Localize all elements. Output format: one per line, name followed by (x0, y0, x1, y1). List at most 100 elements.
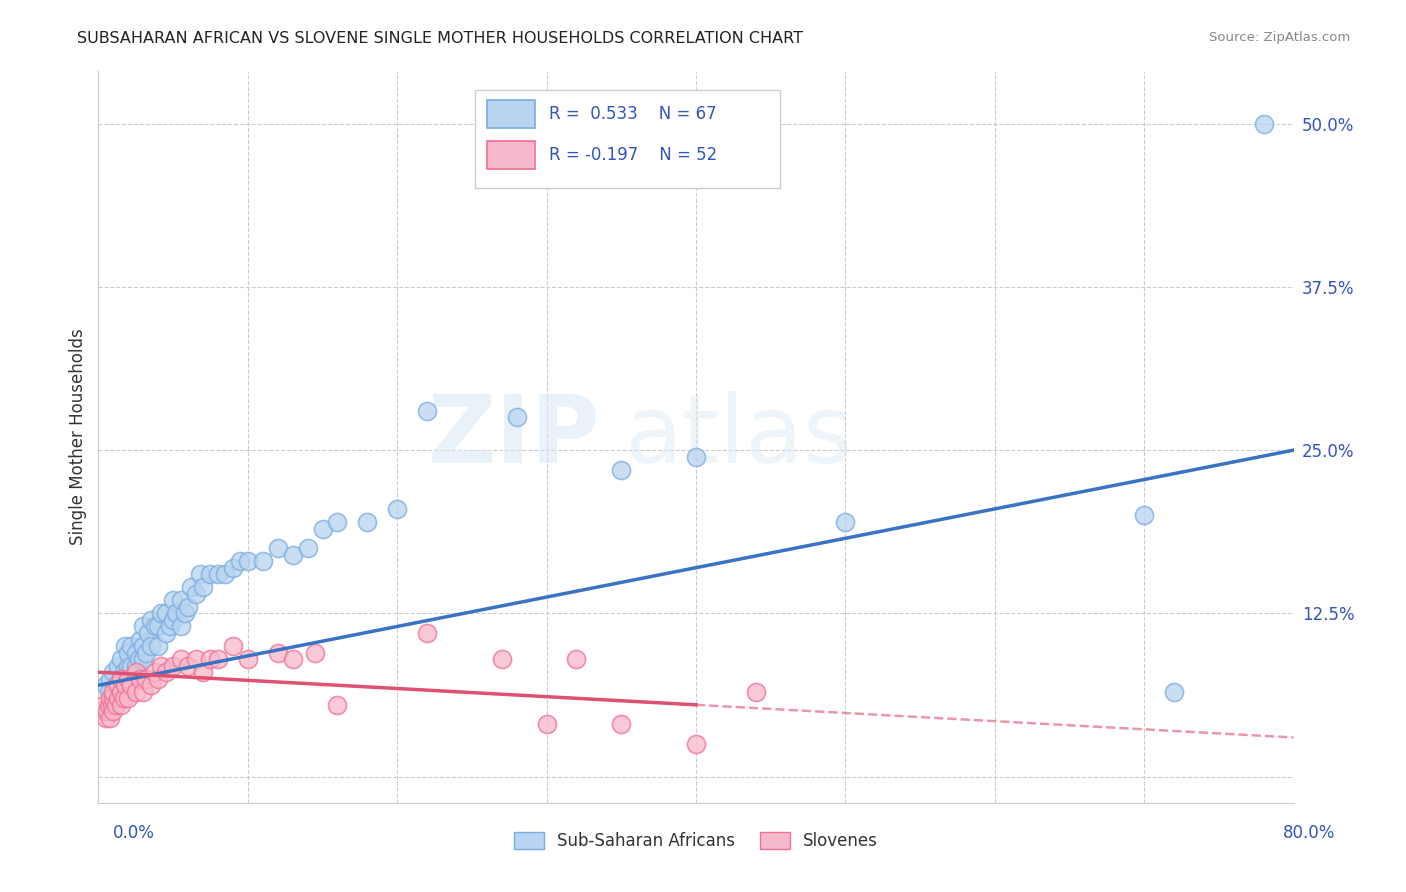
Point (132, 639, 155, 653)
Point (281, 652, 304, 666)
Point (267, 541, 290, 555)
Point (112, 691, 135, 706)
Point (125, 658, 148, 673)
Point (162, 593, 184, 607)
Point (110, 672, 132, 686)
FancyBboxPatch shape (475, 90, 780, 188)
Point (1163, 685, 1185, 699)
Point (155, 607, 177, 621)
Point (169, 619, 191, 633)
Text: R = -0.197    N = 52: R = -0.197 N = 52 (548, 146, 717, 164)
Text: 0.0%: 0.0% (112, 824, 155, 842)
Point (155, 626, 177, 640)
Point (125, 665, 148, 680)
Point (162, 613, 184, 627)
Point (834, 515, 856, 529)
Point (148, 672, 170, 686)
Point (162, 658, 184, 673)
Point (155, 665, 177, 680)
Text: R =  0.533    N = 67: R = 0.533 N = 67 (548, 104, 717, 123)
Point (416, 626, 439, 640)
Point (610, 463, 633, 477)
Point (416, 404, 439, 418)
Point (120, 639, 142, 653)
Point (103, 665, 125, 680)
Point (200, 567, 222, 582)
Point (103, 691, 125, 706)
Point (139, 613, 162, 627)
Point (150, 658, 173, 673)
Point (98, 691, 122, 706)
Point (97, 698, 120, 712)
Point (120, 678, 142, 692)
Point (107, 691, 129, 706)
Point (685, 737, 707, 751)
Point (685, 450, 707, 464)
Point (98, 672, 122, 686)
Point (491, 652, 513, 666)
Point (97, 685, 120, 699)
Point (101, 698, 124, 712)
Point (112, 665, 135, 680)
Point (143, 665, 166, 680)
Point (252, 554, 274, 568)
Point (105, 678, 128, 692)
Text: atlas: atlas (624, 391, 852, 483)
Point (150, 607, 173, 621)
Point (114, 639, 136, 653)
Point (222, 639, 245, 653)
FancyBboxPatch shape (486, 141, 534, 169)
Point (222, 560, 245, 574)
Point (110, 652, 132, 666)
Point (103, 685, 125, 699)
Point (135, 646, 157, 660)
Point (125, 685, 148, 699)
Point (297, 541, 319, 555)
Point (148, 619, 170, 633)
Point (311, 521, 333, 535)
Point (229, 554, 252, 568)
Point (94, 711, 117, 725)
Point (188, 567, 211, 582)
Point (214, 567, 236, 582)
Point (191, 665, 214, 680)
Point (103, 705, 125, 719)
Text: ZIP: ZIP (427, 391, 600, 483)
Point (326, 515, 349, 529)
Point (128, 652, 150, 666)
Point (236, 652, 259, 666)
Point (180, 580, 202, 594)
Y-axis label: Single Mother Households: Single Mother Households (69, 329, 87, 545)
Text: Source: ZipAtlas.com: Source: ZipAtlas.com (1209, 31, 1350, 45)
Point (326, 698, 349, 712)
Point (129, 672, 152, 686)
Point (159, 619, 181, 633)
Point (610, 717, 633, 731)
Point (169, 652, 191, 666)
Point (103, 691, 125, 706)
Point (304, 646, 326, 660)
Point (200, 652, 222, 666)
Point (177, 599, 200, 614)
Point (165, 607, 187, 621)
Point (114, 678, 136, 692)
Point (745, 685, 768, 699)
Point (125, 646, 148, 660)
Point (356, 515, 378, 529)
Point (281, 548, 304, 562)
Point (1133, 508, 1156, 523)
Point (143, 619, 166, 633)
Point (207, 652, 229, 666)
Point (385, 502, 409, 516)
Point (506, 410, 529, 425)
Point (105, 698, 128, 712)
Point (96, 705, 118, 719)
Point (132, 685, 155, 699)
Point (117, 658, 139, 673)
Point (174, 607, 197, 621)
Point (120, 658, 142, 673)
Point (98, 711, 122, 725)
Point (177, 658, 200, 673)
Point (565, 652, 588, 666)
Point (136, 626, 159, 640)
